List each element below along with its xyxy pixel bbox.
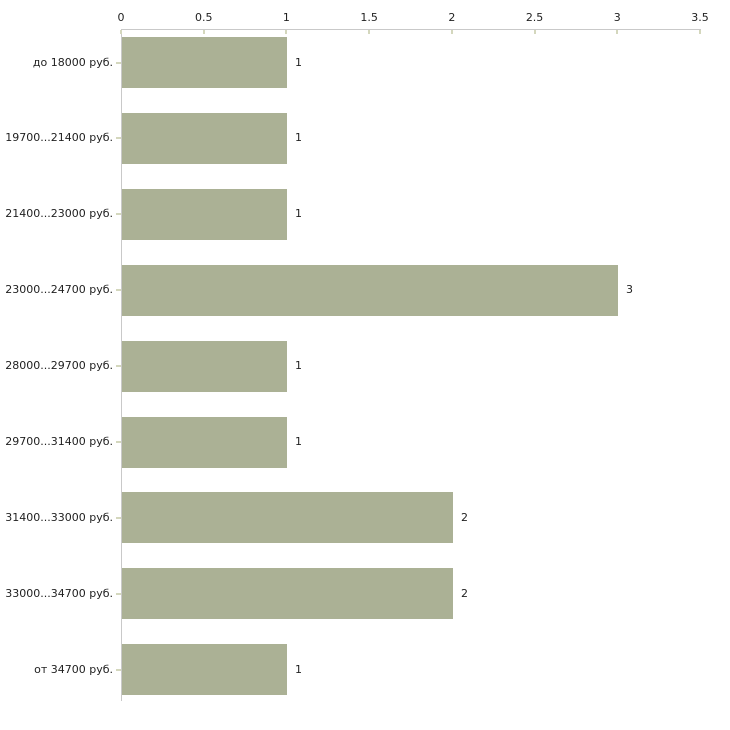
bar (122, 340, 287, 392)
value-label: 2 (461, 586, 468, 600)
y-axis-tick-mark (116, 61, 121, 64)
x-axis-tick-mark (120, 30, 122, 34)
bar (122, 644, 287, 696)
x-axis-tick-mark (285, 30, 288, 34)
y-axis-tick-mark (116, 668, 121, 671)
bar (122, 416, 287, 468)
bar (122, 37, 287, 88)
y-axis-tick-mark (116, 592, 121, 595)
category-label: 21400...23000 руб. (5, 207, 113, 221)
value-label: 3 (626, 283, 633, 297)
y-axis-line (121, 29, 122, 701)
x-axis-tick-label: 2 (448, 11, 456, 24)
x-axis-tick-label: 0 (117, 11, 125, 24)
x-axis-tick-mark (616, 30, 619, 34)
value-label: 1 (295, 55, 302, 69)
x-axis-tick-label: 1.5 (360, 11, 378, 24)
category-label: 23000...24700 руб. (5, 283, 113, 297)
x-axis-tick-mark (202, 30, 205, 34)
value-label: 1 (295, 435, 302, 448)
bar (122, 492, 453, 544)
x-axis-tick-label: 2.5 (525, 11, 544, 24)
category-label: от 34700 руб. (34, 662, 113, 676)
x-axis-tick-mark (450, 30, 453, 34)
y-axis-tick-mark (116, 213, 121, 216)
value-label: 1 (295, 662, 302, 676)
value-label: 1 (295, 207, 302, 221)
x-axis-tick-label: 3.5 (691, 11, 709, 24)
y-axis-tick-mark (116, 289, 121, 292)
category-label: 33000...34700 руб. (5, 586, 113, 600)
category-label: 29700...31400 руб. (5, 435, 113, 448)
x-axis-line (121, 29, 701, 30)
value-label: 1 (295, 131, 302, 145)
value-label: 1 (295, 359, 302, 373)
x-axis-tick-label: 1 (282, 11, 290, 24)
category-label: до 18000 руб. (32, 55, 113, 69)
category-label: 19700...21400 руб. (5, 131, 113, 145)
bar (122, 188, 287, 240)
bar (122, 568, 453, 620)
y-axis-tick-mark (116, 441, 121, 443)
y-axis-tick-mark (116, 516, 121, 519)
category-label: 31400...33000 руб. (5, 510, 113, 524)
bar (122, 112, 287, 164)
x-axis-tick-label: 3 (613, 11, 621, 24)
y-axis-tick-mark (116, 137, 121, 140)
y-axis-tick-mark (116, 365, 121, 368)
x-axis-tick-mark (699, 30, 701, 34)
x-axis-tick-label: 0.5 (194, 11, 213, 24)
category-label: 28000...29700 руб. (5, 359, 113, 373)
x-axis-tick-mark (533, 30, 536, 34)
bar (122, 264, 618, 316)
value-label: 2 (461, 510, 468, 524)
x-axis-tick-mark (368, 30, 371, 34)
